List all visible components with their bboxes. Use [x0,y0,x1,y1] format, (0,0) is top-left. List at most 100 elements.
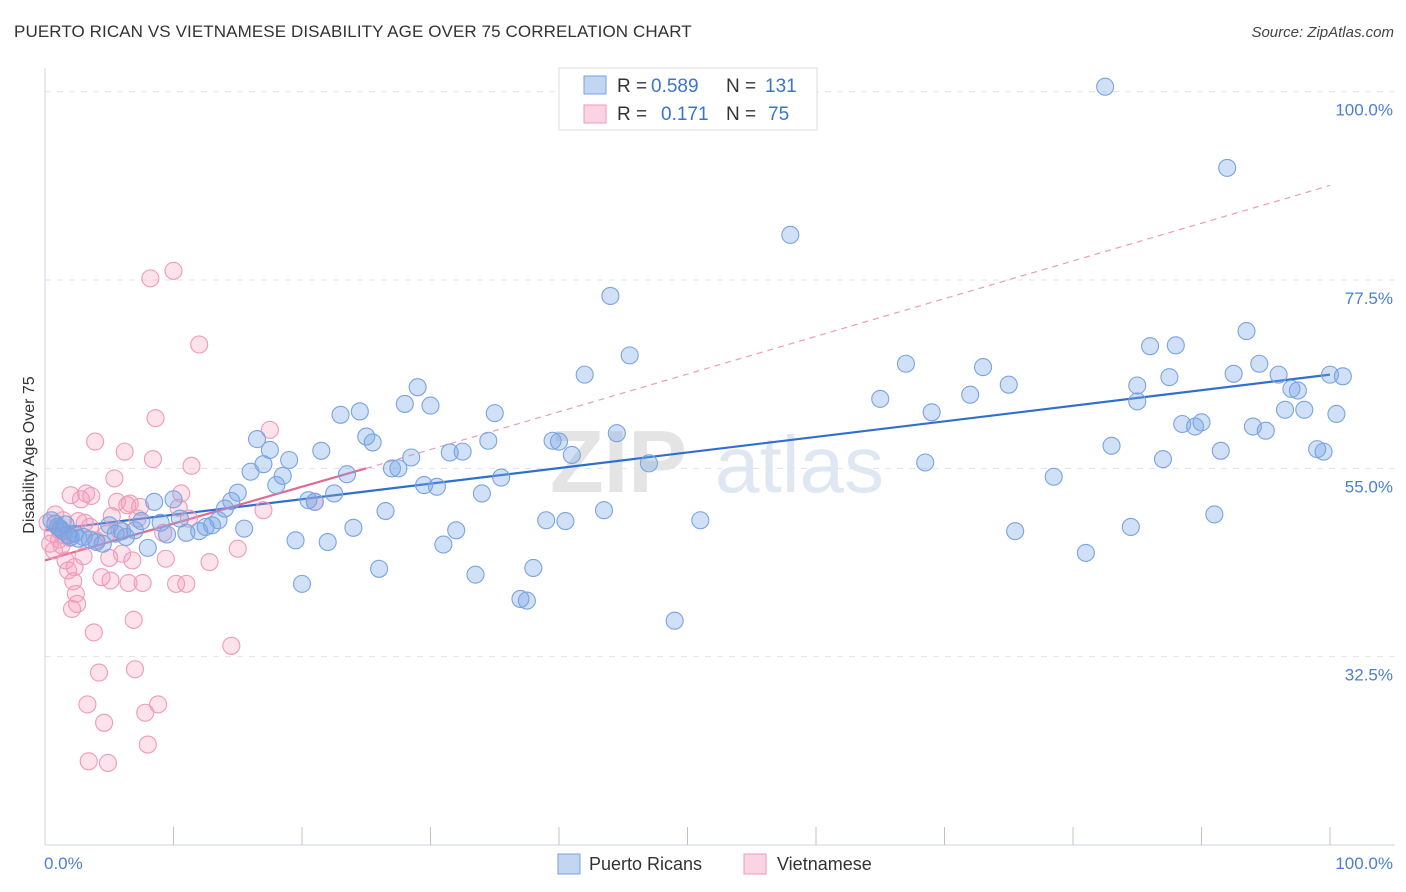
puerto-rican-point [1295,400,1314,419]
legend: R = 0.589 N = 131 R = 0.171 N = 75 [558,67,818,131]
vietnamese-point [115,442,134,461]
puerto-rican-point [485,404,504,423]
legend-r-value-1: 0.589 [651,76,699,97]
puerto-rican-point [1128,392,1147,411]
puerto-rican-point [337,465,357,484]
vietnamese-point [167,574,186,593]
bottom-legend: Puerto Ricans Vietnamese [557,853,872,875]
puerto-rican-point [1256,421,1275,440]
vietnamese-point [124,610,143,629]
puerto-rican-point [138,538,157,557]
puerto-rican-point [1333,367,1352,386]
vietnamese-point [98,753,118,773]
puerto-rican-point [1282,379,1301,398]
vietnamese-point [254,501,273,520]
puerto-rican-point [1250,354,1269,373]
vietnamese-point [190,335,209,354]
vietnamese-point [222,636,241,655]
y-tick-label: 55.0% [1345,477,1393,496]
puerto-rican-point [1141,337,1160,356]
vietnamese-point [95,713,114,732]
puerto-rican-point [492,468,511,487]
puerto-rican-point [1153,450,1172,469]
vietnamese-point [62,599,82,619]
x-tick-label: 100.0% [1335,854,1393,873]
puerto-rican-point [1314,442,1333,461]
puerto-rican-point [524,558,543,578]
puerto-rican-point [93,534,112,553]
vietnamese-point [136,703,155,722]
puerto-rican-point [382,459,402,478]
vietnamese-point [86,432,105,451]
vietnamese-point [177,574,196,593]
vietnamese-point [78,695,97,714]
puerto-rican-point [1211,441,1230,460]
puerto-rican-point [87,532,106,552]
puerto-rican-point [158,525,177,544]
puerto-rican-point [267,476,286,495]
vietnamese-point [61,486,80,505]
puerto-rican-point [228,483,247,502]
legend-n-label-2: N = [726,104,756,125]
puerto-rican-point [1160,368,1179,387]
vietnamese-point [74,547,93,566]
puerto-rican-point [286,531,305,550]
legend-r-value-2: 0.171 [661,104,709,125]
puerto-rican-point [209,511,228,530]
vietnamese-point [143,450,162,469]
puerto-rican-point [408,378,427,397]
vietnamese-point [133,573,152,593]
puerto-rican-point [389,459,408,478]
puerto-rican-point [145,492,164,511]
puerto-rican-point [292,574,312,593]
vietnamese-point [146,409,165,428]
puerto-rican-point [312,441,331,460]
puerto-rican-point [639,454,659,473]
x-tick-label: 0.0% [44,854,83,873]
puerto-rican-point [344,518,363,537]
puerto-rican-point [1128,376,1147,395]
puerto-rican-point [453,442,472,461]
puerto-rican-point [318,532,337,552]
puerto-rican-point [350,402,369,421]
puerto-rican-point [447,521,466,540]
puerto-rican-point [1269,365,1288,384]
puerto-rican-point [466,565,485,584]
puerto-rican-point [434,535,453,554]
puerto-rican-point [575,365,594,384]
vietnamese-point [71,490,91,509]
vietnamese-point [138,735,157,754]
vietnamese-point [77,484,96,503]
puerto-rican-point [1121,517,1140,537]
vietnamese-point [131,497,150,516]
puerto-rican-point [562,445,581,465]
puerto-rican-point [440,443,459,462]
vietnamese-point [228,539,247,558]
vietnamese-point [182,456,201,475]
source-credit: Source: ZipAtlas.com [1251,24,1394,41]
puerto-rican-point [973,358,993,377]
vietnamese-point [84,623,103,642]
puerto-rican-trend-line [44,373,1331,532]
puerto-rican-point [896,354,916,373]
vietnamese-point [82,486,101,506]
puerto-rican-point [1327,404,1346,424]
vietnamese-trend-line [44,467,367,562]
puerto-rican-point [961,385,980,404]
y-axis-label: Disability Age Over 75 [21,376,38,534]
legend-box [558,67,818,131]
puerto-rican-point [305,492,324,511]
puerto-rican-point [620,346,639,365]
vietnamese-point [120,494,139,513]
puerto-rican-point [594,501,614,520]
puerto-rican-point [427,477,446,496]
vietnamese-point [101,571,120,590]
puerto-rican-point [1192,413,1211,432]
puerto-rican-point [1102,436,1121,455]
puerto-rican-point [151,513,170,532]
trend-lines [44,184,1331,562]
chart-title: PUERTO RICAN VS VIETNAMESE DISABILITY AG… [14,22,692,41]
puerto-rican-point [299,491,318,510]
legend-swatch-puerto-ricans [583,75,607,95]
